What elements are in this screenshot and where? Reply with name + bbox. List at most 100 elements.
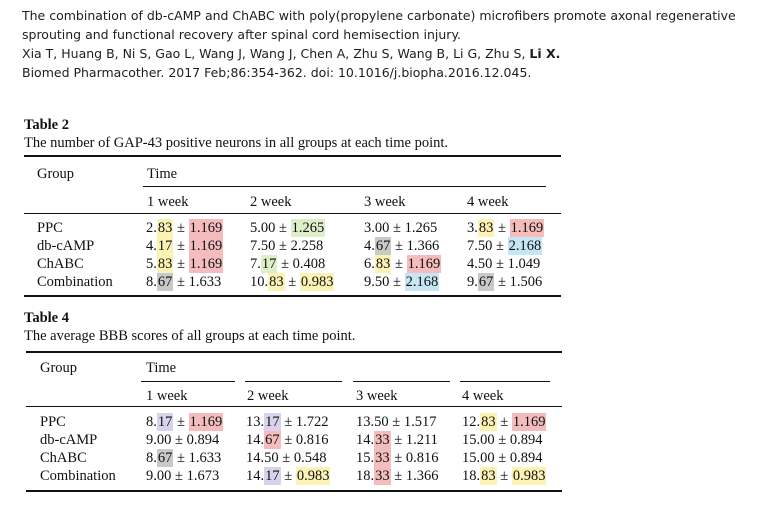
std-dev-value: 1.673 xyxy=(186,468,220,484)
mean-value: 83 xyxy=(156,219,174,237)
plus-minus-sign: ± xyxy=(390,468,406,484)
std-dev-value: 1.506 xyxy=(509,274,543,290)
plus-minus-sign: ± xyxy=(280,432,296,448)
plus-minus-sign: ± xyxy=(390,450,406,466)
citation-journal: Biomed Pharmacother. 2017 Feb;86:354-362… xyxy=(22,65,532,80)
table2-value-cell: 3.00 ± 1.265 xyxy=(364,219,437,237)
std-dev-value: 1.169 xyxy=(188,219,224,237)
plus-minus-sign: ± xyxy=(494,432,510,448)
mean-value: 15.00 xyxy=(462,432,495,448)
std-dev-value: 0.983 xyxy=(511,467,547,485)
table4-value-cell: 15.33 ± 0.816 xyxy=(356,449,438,467)
std-dev-value: 1.169 xyxy=(188,237,224,255)
mean-value: 9.00 xyxy=(146,432,172,448)
table4-time-rule-3 xyxy=(353,381,450,382)
table2-value-cell: 10.83 ± 0.983 xyxy=(250,273,335,291)
std-dev-value: 0.894 xyxy=(186,432,220,448)
table4-time-rule-2 xyxy=(245,381,342,382)
table2-col-3: 3 week xyxy=(364,194,406,210)
mean-value: 4. xyxy=(146,238,157,254)
table2-group-header: Group xyxy=(37,166,75,182)
std-dev-value: 1.211 xyxy=(405,432,438,448)
plus-minus-sign: ± xyxy=(173,256,189,272)
table4-col-3: 3 week xyxy=(356,388,398,404)
table2-caption: Table 2 The number of GAP-43 positive ne… xyxy=(24,116,448,152)
mean-value: 14.50 xyxy=(246,450,279,466)
plus-minus-sign: ± xyxy=(280,414,296,430)
mean-value: 9. xyxy=(467,274,478,290)
table2-col-2: 2 week xyxy=(250,194,292,210)
citation-block: The combination of db-cAMP and ChABC wit… xyxy=(22,6,772,82)
plus-minus-sign: ± xyxy=(277,256,293,272)
std-dev-value: 2.168 xyxy=(507,237,543,255)
table4-group-header: Group xyxy=(40,360,78,376)
mean-value: 5. xyxy=(146,256,157,272)
std-dev-value: 1.169 xyxy=(188,255,224,273)
table4-value-cell: 14.17 ± 0.983 xyxy=(246,467,331,485)
mean-value: 83 xyxy=(480,413,497,431)
std-dev-value: 0.983 xyxy=(299,273,335,291)
mean-value: 67 xyxy=(156,273,174,291)
table2-value-cell: 5.00 ± 1.265 xyxy=(250,219,326,237)
table2-value-cell: 4.67 ± 1.366 xyxy=(364,237,439,255)
plus-minus-sign: ± xyxy=(390,432,406,448)
table2-time-rule xyxy=(143,186,546,187)
table2-value-cell: 5.83 ± 1.169 xyxy=(146,255,224,273)
std-dev-value: 1.722 xyxy=(295,414,329,430)
table2-value-cell: 7.50 ± 2.168 xyxy=(467,237,543,255)
mean-value: 17 xyxy=(264,467,281,485)
plus-minus-sign: ± xyxy=(280,468,296,484)
plus-minus-sign: ± xyxy=(492,238,508,254)
table4-value-cell: 12.83 ± 1.169 xyxy=(462,413,547,431)
table4-value-cell: 13.17 ± 1.722 xyxy=(246,413,328,431)
mean-value: 3. xyxy=(467,220,478,236)
mean-value: 83 xyxy=(477,219,495,237)
mean-value: 67 xyxy=(477,273,495,291)
citation-author-list: Xia T, Huang B, Ni S, Gao L, Wang J, Wan… xyxy=(22,46,526,61)
mean-value: 17 xyxy=(156,237,174,255)
table4-value-cell: 15.00 ± 0.894 xyxy=(462,449,542,467)
std-dev-value: 1.169 xyxy=(188,413,224,431)
mean-value: 4. xyxy=(364,238,375,254)
table2-col-4: 4 week xyxy=(467,194,509,210)
plus-minus-sign: ± xyxy=(173,238,189,254)
mean-value: 8. xyxy=(146,414,157,430)
plus-minus-sign: ± xyxy=(391,238,407,254)
table4-top-rule xyxy=(26,351,562,353)
mean-value: 83 xyxy=(268,273,285,291)
table4-value-cell: 18.33 ± 1.366 xyxy=(356,467,438,485)
table2-header-rule xyxy=(24,213,561,214)
table2-value-cell: 9.50 ± 2.168 xyxy=(364,273,440,291)
table4-time-rule-4 xyxy=(460,381,550,382)
mean-value: 33 xyxy=(374,431,391,449)
table4-title: The average BBB scores of all groups at … xyxy=(24,328,356,344)
mean-value: 4.50 xyxy=(467,256,493,272)
mean-value: 13.50 xyxy=(356,414,389,430)
table4-caption: Table 4 The average BBB scores of all gr… xyxy=(24,309,355,345)
plus-minus-sign: ± xyxy=(284,274,300,290)
mean-value: 8. xyxy=(146,450,157,466)
table2-value-cell: 4.17 ± 1.169 xyxy=(146,237,224,255)
table4-value-cell: 8.67 ± 1.633 xyxy=(146,449,221,467)
citation-title-line-2: sprouting and functional recovery after … xyxy=(22,27,462,42)
mean-value: 8. xyxy=(146,274,157,290)
plus-minus-sign: ± xyxy=(173,220,189,236)
plus-minus-sign: ± xyxy=(173,450,189,466)
std-dev-value: 0.816 xyxy=(295,432,329,448)
mean-value: 9.00 xyxy=(146,468,172,484)
std-dev-value: 2.258 xyxy=(290,238,324,254)
table2-row-group: ChABC xyxy=(37,256,84,272)
mean-value: 15. xyxy=(356,450,375,466)
plus-minus-sign: ± xyxy=(391,256,407,272)
mean-value: 5.00 xyxy=(250,220,276,236)
mean-value: 33 xyxy=(374,467,391,485)
mean-value: 18. xyxy=(356,468,375,484)
mean-value: 67 xyxy=(264,431,281,449)
std-dev-value: 1.633 xyxy=(188,450,222,466)
table2-value-cell: 7.50 ± 2.258 xyxy=(250,237,323,255)
mean-value: 10. xyxy=(250,274,269,290)
mean-value: 7.50 xyxy=(250,238,276,254)
std-dev-value: 0.816 xyxy=(405,450,439,466)
mean-value: 17 xyxy=(260,255,278,273)
table4-value-cell: 15.00 ± 0.894 xyxy=(462,431,542,449)
